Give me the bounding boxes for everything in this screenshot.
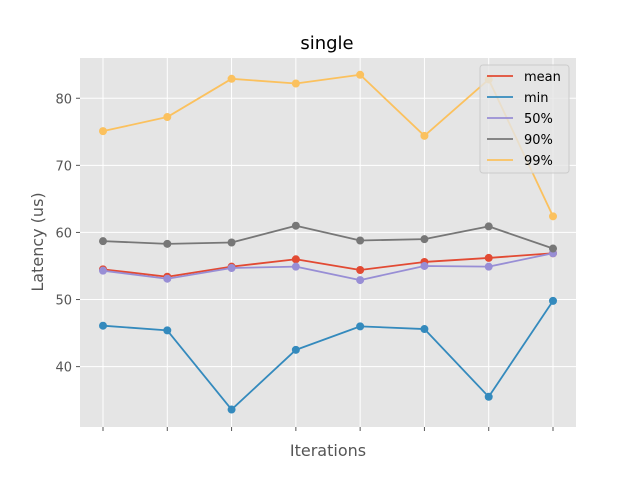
data-point <box>420 235 429 244</box>
series-line <box>102 224 554 250</box>
y-tick-label: 50 <box>55 294 72 309</box>
series-layer <box>99 70 557 414</box>
y-tick-label: 80 <box>55 92 72 107</box>
legend-label: mean <box>524 70 561 85</box>
data-point <box>549 212 557 221</box>
data-point <box>484 253 493 262</box>
data-point <box>356 70 365 79</box>
data-point <box>291 345 300 354</box>
y-tick-label: 40 <box>55 361 72 376</box>
data-point <box>163 113 172 122</box>
data-point <box>484 392 493 401</box>
data-point <box>163 274 172 283</box>
data-point <box>99 127 107 136</box>
legend-label: 90% <box>524 133 553 148</box>
y-tick-label: 70 <box>55 159 72 174</box>
data-point <box>99 321 107 330</box>
chart-title: single <box>300 33 353 54</box>
series-line <box>102 252 554 278</box>
data-point <box>420 131 429 140</box>
series-line <box>102 252 554 281</box>
series-line <box>102 73 554 217</box>
data-point <box>291 221 300 230</box>
data-point <box>356 276 365 285</box>
data-point <box>356 266 365 275</box>
y-axis-ticks: 40 50 60 70 80 <box>55 92 80 376</box>
data-point <box>484 262 493 271</box>
series-50pct <box>99 249 557 285</box>
legend-box <box>479 64 570 174</box>
y-tick-label: 60 <box>55 226 72 241</box>
data-point <box>99 266 107 275</box>
x-axis-label: Iterations <box>290 441 366 460</box>
data-point <box>549 244 557 253</box>
data-point <box>291 79 300 88</box>
data-point <box>420 261 429 270</box>
data-point <box>99 237 107 246</box>
data-point <box>420 325 429 334</box>
data-point <box>549 296 557 305</box>
data-point <box>163 239 172 248</box>
data-point <box>356 236 365 245</box>
y-axis-label: Latency (us) <box>28 192 47 291</box>
legend-label: 50% <box>524 112 553 127</box>
series-line <box>102 300 554 411</box>
data-point <box>291 255 300 264</box>
series-min <box>99 296 557 414</box>
data-point <box>484 222 493 231</box>
data-point <box>227 405 236 414</box>
x-axis-ticks <box>102 427 554 431</box>
legend-label: min <box>524 91 549 106</box>
data-point <box>291 262 300 271</box>
legend-label: 99% <box>524 154 553 169</box>
data-point <box>227 74 236 83</box>
legend: mean min 50% 90% 99% <box>479 64 570 174</box>
data-point <box>227 263 236 272</box>
data-point <box>356 322 365 331</box>
data-point <box>163 326 172 335</box>
data-point <box>227 238 236 247</box>
series-90pct <box>99 221 557 253</box>
